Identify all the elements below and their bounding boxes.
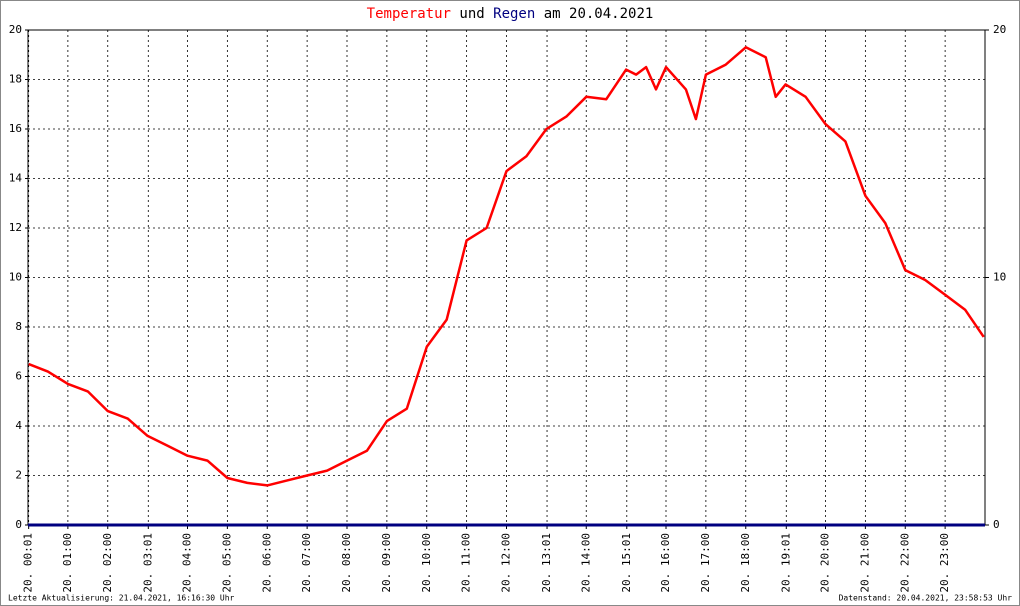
y-tick-label: 2 — [15, 469, 22, 482]
x-tick-label: 20. 18:00 — [739, 533, 752, 593]
x-tick-label: 20. 12:00 — [500, 533, 513, 593]
x-tick-label: 20. 02:00 — [101, 533, 114, 593]
x-tick-label: 20. 17:00 — [699, 533, 712, 593]
footer-left: Letzte Aktualisierung: 21.04.2021, 16:16… — [8, 594, 235, 603]
title-part: Regen — [493, 6, 535, 22]
x-tick-label: 20. 13:01 — [540, 533, 553, 593]
x-tick-label: 20. 19:01 — [779, 533, 792, 593]
x-tick-label: 20. 00:01 — [22, 533, 35, 593]
x-tick-label: 20. 16:00 — [659, 533, 672, 593]
y2-tick-label: 20 — [993, 23, 1006, 36]
series-line — [28, 46, 985, 487]
title-part: am 20.04.2021 — [544, 6, 654, 22]
x-tick-label: 20. 21:00 — [858, 533, 871, 593]
x-tick-label: 20. 05:00 — [220, 533, 233, 593]
x-tick-label: 20. 07:00 — [300, 533, 313, 593]
chart-title: Temperatur und Regen am 20.04.2021 — [367, 6, 654, 22]
x-tick-label: 20. 08:00 — [340, 533, 353, 593]
x-tick-label: 20. 01:00 — [61, 533, 74, 593]
x-tick-label: 20. 03:01 — [141, 533, 154, 593]
x-tick-label: 20. 22:00 — [898, 533, 911, 593]
y2-tick-label: 10 — [993, 271, 1006, 284]
x-tick-label: 20. 06:00 — [260, 533, 273, 593]
x-tick-label: 20. 09:00 — [380, 533, 393, 593]
y-tick-label: 8 — [15, 320, 22, 333]
y-tick-label: 10 — [9, 271, 22, 284]
y-tick-label: 16 — [9, 122, 22, 135]
x-tick-label: 20. 11:00 — [460, 533, 473, 593]
y-tick-label: 14 — [9, 172, 23, 185]
y-tick-label: 6 — [15, 370, 22, 383]
y-tick-label: 4 — [15, 419, 22, 432]
y-tick-label: 12 — [9, 221, 22, 234]
x-tick-label: 20. 04:00 — [181, 533, 194, 593]
x-tick-label: 20. 14:00 — [579, 533, 592, 593]
y-tick-label: 20 — [9, 23, 22, 36]
y-tick-label: 18 — [9, 73, 22, 86]
title-part: Temperatur — [367, 6, 451, 22]
title-part: und — [459, 6, 484, 22]
x-tick-label: 20. 15:01 — [620, 533, 633, 593]
x-tick-label: 20. 10:00 — [420, 533, 433, 593]
x-tick-label: 20. 20:00 — [819, 533, 832, 593]
y2-tick-label: 0 — [993, 518, 1000, 531]
y-tick-label: 0 — [15, 518, 22, 531]
x-tick-label: 20. 23:00 — [938, 533, 951, 593]
footer-right: Datenstand: 20.04.2021, 23:58:53 Uhr — [839, 594, 1013, 603]
